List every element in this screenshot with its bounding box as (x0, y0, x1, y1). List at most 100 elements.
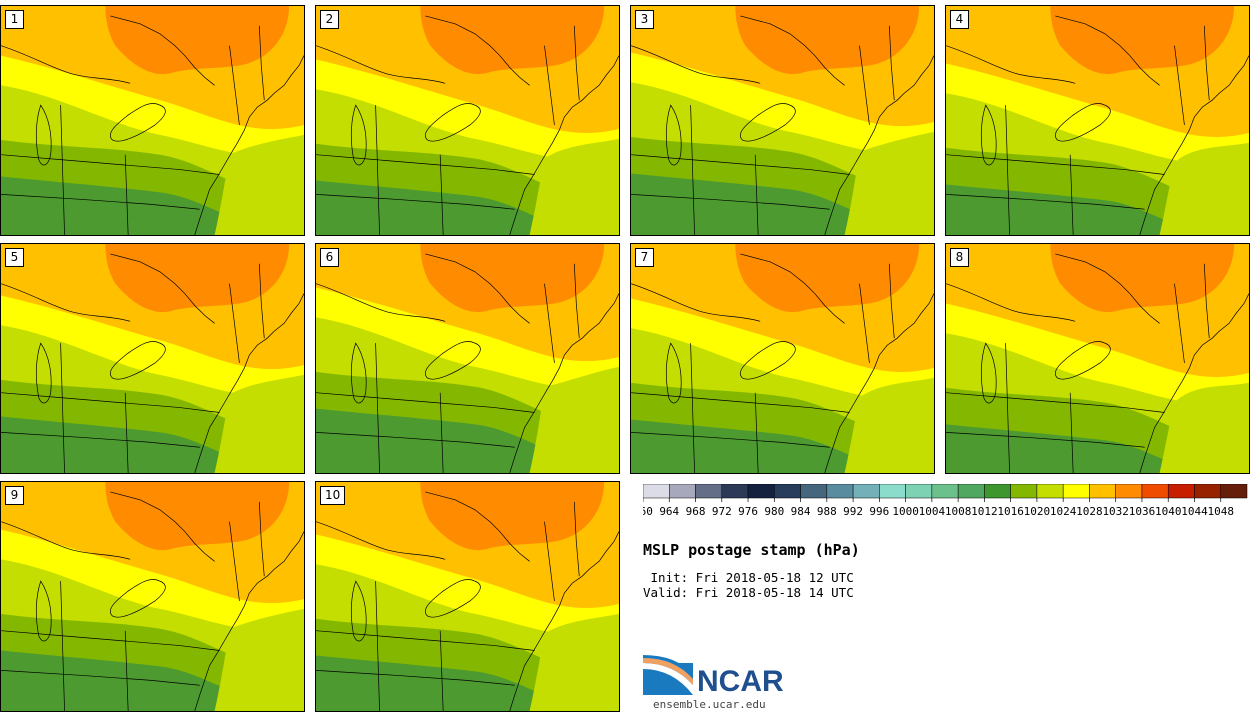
boundary-line (946, 45, 1076, 84)
boundary-line (573, 25, 580, 101)
ensemble-member-map: 8 (945, 243, 1250, 474)
boundary-line (229, 521, 240, 602)
ensemble-url[interactable]: ensemble.ucar.edu (653, 698, 766, 711)
boundary-line (110, 253, 215, 324)
boundary-line (631, 283, 761, 322)
boundary-line (316, 154, 535, 175)
mslp-field (1, 482, 304, 711)
colorbar-tick-label: 964 (659, 505, 679, 518)
boundary-line (544, 45, 555, 126)
boundary-line (631, 432, 830, 448)
boundary-line (1139, 293, 1249, 473)
boundary-line (425, 579, 481, 618)
boundary-line (1069, 392, 1074, 473)
boundary-line (316, 392, 535, 413)
boundary-line (229, 283, 240, 364)
mslp-field (316, 244, 619, 473)
boundary-line (1, 521, 131, 560)
boundary-line (194, 531, 304, 711)
boundary-line (1069, 154, 1074, 235)
boundary-line (544, 283, 555, 364)
colorbar-swatch (669, 484, 696, 499)
ensemble-member-map: 4 (945, 5, 1250, 236)
colorbar-tick-label: 1008 (945, 505, 972, 518)
boundary-line (439, 630, 444, 711)
boundary-line (980, 104, 997, 166)
boundary-line (859, 283, 870, 364)
pressure-contour-band (420, 6, 605, 75)
boundary-line (316, 670, 515, 686)
boundary-line (573, 501, 580, 577)
colorbar-tick-label: 968 (686, 505, 706, 518)
member-number-label: 10 (320, 486, 346, 505)
colorbar-swatch (1115, 484, 1143, 499)
colorbar-tick-label: 1024 (1050, 505, 1077, 518)
boundary-line (1, 392, 220, 413)
boundary-line (1203, 25, 1210, 101)
ensemble-member-map: 1 (0, 5, 305, 236)
colorbar-tick-label: 1048 (1207, 505, 1234, 518)
boundary-line (824, 293, 934, 473)
colorbar-swatch (1167, 484, 1195, 499)
pressure-colorbar: 9609649689729769809849889929961000100410… (643, 484, 1248, 518)
ocean-pressure-area (529, 366, 619, 473)
pressure-contour-band (105, 6, 290, 75)
boundary-line (1, 432, 200, 448)
colorbar-tick-label: 1012 (971, 505, 998, 518)
boundary-line (665, 342, 682, 404)
ncar-logo-text: NCAR (697, 665, 784, 698)
colorbar-tick-label: 1016 (997, 505, 1024, 518)
colorbar-swatch (1220, 484, 1248, 499)
boundary-line (425, 341, 481, 380)
colorbar-tick-label: 972 (712, 505, 732, 518)
member-number-label: 3 (635, 10, 654, 29)
colorbar-tick-label: 1028 (1076, 505, 1103, 518)
ensemble-member-map: 5 (0, 243, 305, 474)
ocean-pressure-area (214, 608, 304, 711)
colorbar-tick-label: 996 (869, 505, 889, 518)
mslp-field (1, 244, 304, 473)
pressure-contour-band (1050, 6, 1235, 75)
pressure-contour-band (735, 244, 920, 313)
ensemble-member-map: 10 (315, 481, 620, 712)
boundary-line (946, 432, 1145, 448)
boundary-line (740, 253, 845, 324)
boundary-line (946, 154, 1165, 175)
pressure-contour-band (420, 244, 605, 313)
boundary-line (60, 581, 65, 711)
pressure-contour-band (946, 184, 1203, 235)
member-number-label: 1 (5, 10, 24, 29)
boundary-line (124, 154, 129, 235)
boundary-line (1005, 105, 1010, 235)
pressure-contour-band (631, 419, 900, 473)
ensemble-member-map: 3 (630, 5, 935, 236)
boundary-line (888, 263, 895, 339)
pressure-contour-band (105, 244, 290, 313)
boundary-line (824, 55, 934, 235)
boundary-line (509, 531, 619, 711)
colorbar-swatch (774, 484, 801, 499)
boundary-line (1, 283, 131, 322)
boundary-line (509, 55, 619, 235)
colorbar-swatch (721, 484, 749, 499)
boundary-line (1, 670, 200, 686)
pressure-contour-band (105, 482, 290, 551)
colorbar-swatch (1062, 484, 1090, 499)
ensemble-member-map: 9 (0, 481, 305, 712)
boundary-line (194, 55, 304, 235)
boundary-line (60, 343, 65, 473)
boundary-line (1, 45, 131, 84)
colorbar-tick-label: 1032 (1102, 505, 1129, 518)
colorbar-swatch (852, 484, 880, 499)
boundary-line (740, 341, 796, 380)
boundary-line (425, 103, 481, 142)
colorbar-swatch (695, 484, 723, 499)
boundary-line (690, 105, 695, 235)
colorbar-tick-label: 980 (764, 505, 784, 518)
ocean-pressure-area (529, 613, 619, 711)
init-time: Init: Fri 2018-05-18 12 UTC (643, 570, 854, 585)
colorbar-tick-label: 992 (843, 505, 863, 518)
colorbar-tick-label: 1004 (919, 505, 946, 518)
pressure-contour-band (1050, 244, 1235, 313)
pressure-contour-band (316, 180, 591, 235)
